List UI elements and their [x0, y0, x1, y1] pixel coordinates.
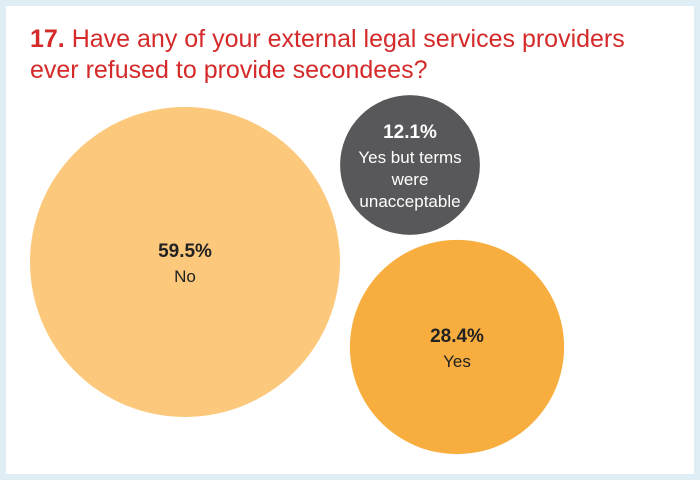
bubble-label-yes-but-terms-unacceptable: Yes but terms: [358, 148, 461, 167]
bubble-value-yes: 28.4%: [430, 326, 484, 347]
bubble-circle-yes: [349, 239, 565, 455]
bubble-yes-but-terms-unacceptable: 12.1% Yes but terms were unacceptable: [340, 95, 480, 235]
bubble-value-no: 59.5%: [158, 241, 212, 262]
bubble-label-no: No: [174, 267, 196, 286]
bubble-circle-no: [30, 107, 340, 417]
question-number: 17.: [30, 25, 65, 53]
bubble-label-yes-but-terms-unacceptable: unacceptable: [359, 192, 460, 211]
bubble-value-yes-but-terms-unacceptable: 12.1%: [383, 122, 437, 143]
chart-title: 17. Have any of your external legal serv…: [30, 24, 660, 86]
bubble-label-yes: Yes: [443, 352, 471, 371]
question-text: Have any of your external legal services…: [30, 25, 625, 84]
bubble-circle-yes-but-terms-unacceptable: [340, 95, 480, 235]
bubble-yes: 28.4% Yes: [349, 239, 565, 455]
bubble-label-yes-but-terms-unacceptable: were: [391, 170, 429, 189]
bubble-no: 59.5% No: [30, 107, 340, 417]
